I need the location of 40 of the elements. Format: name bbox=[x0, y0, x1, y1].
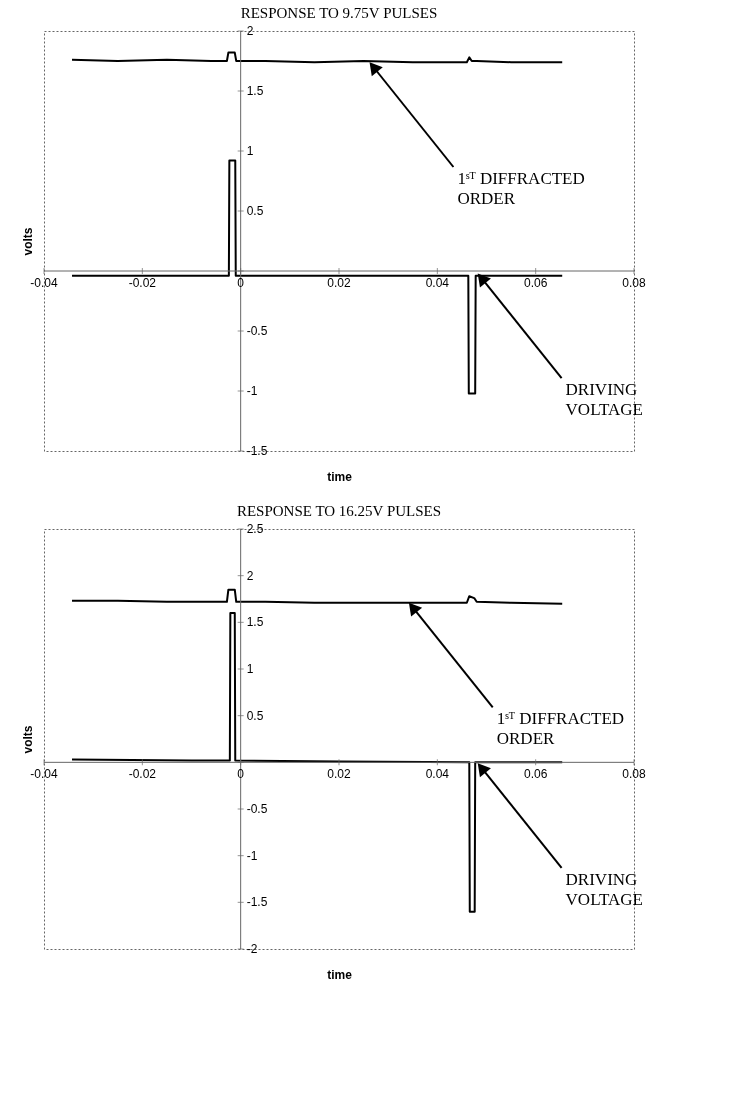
x-tick-label: 0.08 bbox=[622, 276, 646, 290]
annotation: 1ˢᵀ DIFFRACTED ORDER bbox=[457, 169, 585, 208]
x-tick-label: -0.02 bbox=[128, 767, 157, 782]
x-tick-label: 0.06 bbox=[523, 767, 548, 782]
annotation: DRIVING VOLTAGE bbox=[565, 869, 643, 909]
y-axis-title: volts bbox=[20, 227, 35, 256]
y-tick-label: 1 bbox=[246, 662, 254, 676]
y-tick-label: -1.5 bbox=[246, 895, 268, 910]
y-axis-title: volts bbox=[20, 725, 35, 754]
y-tick-label: 1.5 bbox=[246, 84, 264, 98]
chart-title: RESPONSE TO 16.25V PULSES bbox=[236, 503, 442, 519]
x-tick-label: 0.02 bbox=[327, 767, 351, 782]
y-tick-label: 1.5 bbox=[246, 615, 264, 630]
y-tick-label: -1 bbox=[246, 384, 258, 398]
x-tick-label: -0.04 bbox=[30, 767, 58, 782]
x-tick-label: 0.06 bbox=[523, 276, 548, 290]
y-tick-label: -0.5 bbox=[246, 324, 268, 338]
chart-title: RESPONSE TO 9.75V PULSES bbox=[240, 5, 438, 21]
y-tick-label: 2 bbox=[246, 24, 254, 38]
y-tick-label: 2.5 bbox=[246, 522, 264, 536]
y-tick-label: 2 bbox=[246, 568, 254, 583]
y-tick-label: -2 bbox=[246, 942, 258, 956]
x-axis-title: time bbox=[327, 967, 353, 982]
x-tick-label: 0.04 bbox=[425, 767, 450, 782]
x-axis-title: time bbox=[327, 469, 353, 484]
annotation: DRIVING VOLTAGE bbox=[565, 380, 643, 420]
y-tick-label: -1 bbox=[246, 848, 258, 863]
y-tick-label: 0.5 bbox=[246, 204, 264, 218]
x-tick-label: 0 bbox=[237, 767, 245, 782]
x-tick-label: 0.04 bbox=[425, 276, 450, 290]
y-tick-label: 1 bbox=[246, 144, 254, 158]
x-tick-label: 0 bbox=[237, 276, 245, 290]
y-tick-label: -1.5 bbox=[246, 444, 268, 458]
x-tick-label: -0.04 bbox=[30, 276, 58, 290]
y-tick-label: 0.5 bbox=[246, 708, 264, 723]
x-tick-label: -0.02 bbox=[128, 276, 157, 290]
annotation: 1ˢᵀ DIFFRACTED ORDER bbox=[496, 709, 625, 749]
y-tick-label: -0.5 bbox=[246, 802, 268, 816]
x-tick-label: 0.02 bbox=[327, 276, 351, 290]
x-tick-label: 0.08 bbox=[622, 767, 646, 782]
